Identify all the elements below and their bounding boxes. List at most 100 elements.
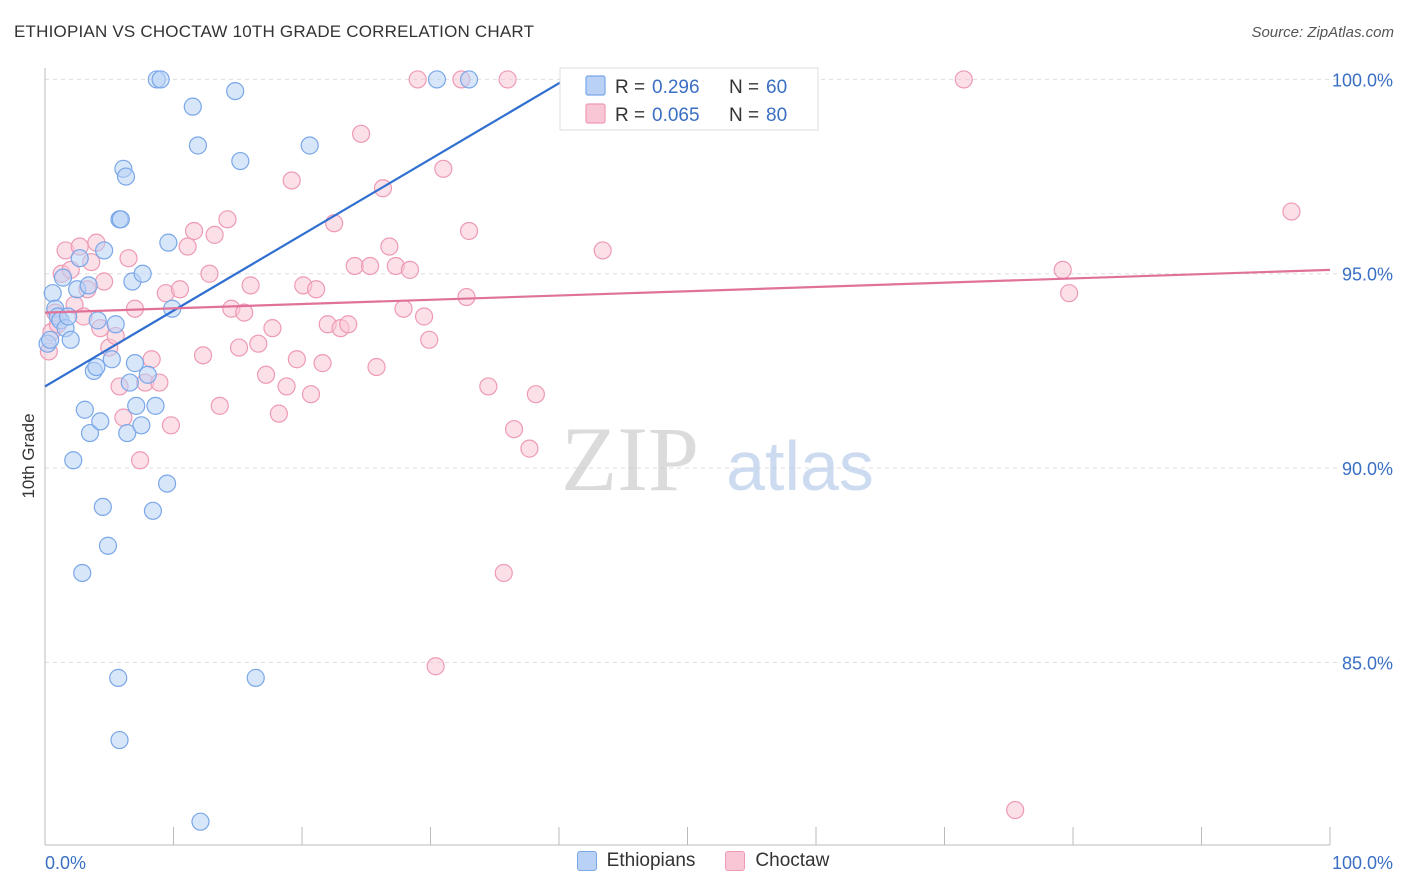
- watermark: ZIP atlas: [561, 408, 874, 510]
- trend-lines: [44, 78, 1331, 388]
- ethiopian-point: [191, 812, 210, 831]
- choctaw-point: [282, 171, 301, 190]
- choctaw-point: [479, 377, 498, 396]
- source-credit: Source: ZipAtlas.com: [1251, 24, 1394, 41]
- choctaw-point: [287, 350, 306, 369]
- ethiopian-point: [143, 501, 163, 520]
- choctaw-point: [325, 214, 344, 233]
- chart-title: ETHIOPIAN VS CHOCTAW 10TH GRADE CORRELAT…: [14, 22, 535, 41]
- choctaw-point: [301, 385, 321, 404]
- ethiopian-point: [111, 210, 130, 229]
- y-tick-labels: 100.0% 95.0% 90.0% 85.0%: [1332, 70, 1393, 673]
- ethiopian-point: [106, 315, 125, 334]
- choctaw-point: [229, 338, 249, 357]
- choctaw-point: [1060, 284, 1079, 303]
- legend-swatch-ethiopians: [585, 75, 606, 96]
- ethiopian-point: [427, 70, 447, 89]
- choctaw-point: [249, 334, 268, 353]
- y-axis-label: 10th Grade: [19, 413, 38, 498]
- ethiopian-point: [132, 416, 151, 435]
- ethiopians-trend-line: [44, 78, 566, 388]
- y-tick-label: 85.0%: [1342, 653, 1393, 673]
- watermark-zip: ZIP: [561, 408, 699, 510]
- ethiopian-point: [61, 330, 80, 349]
- choctaw-point: [520, 439, 539, 458]
- choctaw-point: [119, 249, 138, 268]
- x-tick-labels: 0.0% 100.0%: [45, 853, 1393, 873]
- legend-n-label-1: N =: [729, 77, 759, 98]
- choctaw-point: [218, 210, 237, 229]
- ethiopian-point: [127, 396, 146, 415]
- x-tick-label-min: 0.0%: [45, 853, 86, 873]
- ethiopian-point: [88, 311, 107, 330]
- ethiopian-point: [300, 136, 319, 155]
- legend-n-value-1: 60: [766, 77, 787, 98]
- choctaw-label: Choctaw: [755, 850, 830, 871]
- choctaw-point: [420, 330, 439, 349]
- choctaw-point: [235, 303, 254, 322]
- choctaw-point: [339, 315, 358, 334]
- choctaw-point: [241, 276, 260, 295]
- choctaw-point: [200, 264, 219, 283]
- choctaw-point: [193, 346, 213, 365]
- y-tick-label: 100.0%: [1332, 70, 1393, 90]
- legend-r-value-1: 0.296: [652, 77, 700, 98]
- choctaw-point: [210, 396, 229, 415]
- ethiopian-point: [116, 167, 136, 186]
- stats-legend: R = 0.296 N = 60 R = 0.065 N = 80: [559, 67, 819, 131]
- ethiopian-point: [75, 400, 94, 419]
- x-tick-label-max: 100.0%: [1332, 853, 1393, 873]
- choctaw-point: [1282, 202, 1301, 221]
- ethiopian-point: [53, 268, 73, 287]
- choctaw-point: [426, 657, 445, 676]
- ethiopian-point: [146, 396, 165, 415]
- ethiopian-point: [102, 350, 121, 369]
- ethiopian-point: [70, 249, 89, 268]
- ethiopian-point: [246, 668, 265, 687]
- choctaw-point: [526, 385, 545, 404]
- choctaw-point: [498, 70, 517, 89]
- choctaw-point: [142, 350, 161, 369]
- legend-swatch-choctaw: [585, 103, 606, 124]
- choctaw-point: [313, 354, 332, 373]
- bottom-legend: Ethiopians Choctaw: [0, 850, 1406, 872]
- ethiopian-point: [95, 241, 114, 260]
- choctaw-point: [394, 299, 413, 318]
- choctaw-point: [130, 451, 150, 470]
- ethiopian-point: [151, 70, 170, 89]
- watermark-atlas: atlas: [726, 427, 874, 505]
- ethiopian-point: [138, 365, 157, 384]
- choctaw-point: [184, 221, 204, 241]
- legend-n-value-2: 80: [766, 105, 787, 126]
- ethiopian-point: [231, 151, 250, 171]
- ethiopian-point: [64, 451, 83, 470]
- ethiopian-point: [43, 284, 62, 303]
- choctaw-point: [494, 563, 513, 583]
- choctaw-point: [277, 377, 296, 396]
- legend-item-choctaw[interactable]: Choctaw: [725, 850, 829, 872]
- y-tick-label: 95.0%: [1342, 265, 1393, 285]
- ethiopian-point: [133, 264, 152, 283]
- legend-r-label-1: R =: [615, 77, 645, 98]
- ethiopian-point: [118, 423, 137, 443]
- legend-n-label-2: N =: [729, 105, 759, 126]
- choctaw-point: [307, 280, 326, 299]
- choctaw-point: [414, 307, 434, 326]
- ethiopian-point: [110, 730, 129, 750]
- ethiopian-point: [91, 412, 110, 431]
- ethiopian-point: [183, 97, 202, 116]
- choctaw-point: [593, 241, 612, 260]
- choctaw-point: [95, 272, 114, 291]
- ethiopian-point: [79, 276, 98, 295]
- ethiopian-point: [73, 563, 92, 583]
- ethiopians-points: [38, 70, 479, 831]
- ethiopian-point: [98, 536, 118, 555]
- choctaw-point: [205, 225, 224, 244]
- choctaw-trend-line: [44, 268, 1331, 314]
- ethiopian-point: [93, 497, 112, 517]
- choctaw-point: [434, 159, 453, 178]
- ethiopian-point: [87, 357, 106, 377]
- legend-item-ethiopians[interactable]: Ethiopians: [576, 850, 695, 872]
- ethiopians-swatch: [576, 851, 597, 871]
